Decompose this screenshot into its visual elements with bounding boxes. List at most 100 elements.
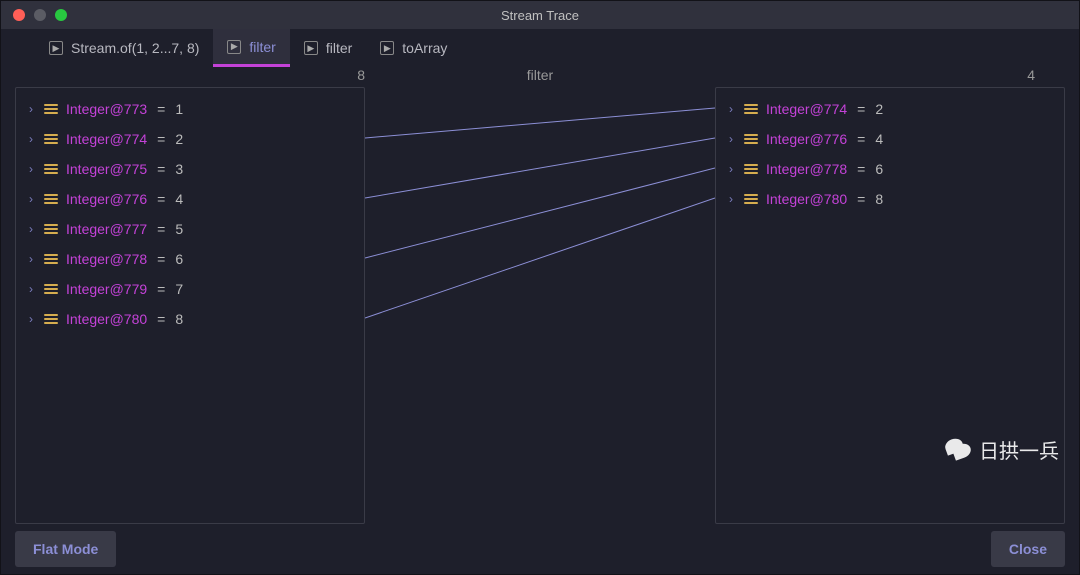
expand-chevron-icon[interactable]: › [26, 282, 36, 296]
input-row[interactable]: › Integer@775 = 3 [16, 154, 364, 184]
object-label: Integer@780 [66, 311, 147, 327]
object-icon [44, 164, 58, 174]
object-value: 8 [175, 311, 183, 327]
right-count: 4 [705, 67, 1045, 87]
object-value: 3 [175, 161, 183, 177]
object-icon [44, 194, 58, 204]
footer: Flat Mode Close [1, 524, 1079, 574]
object-label: Integer@779 [66, 281, 147, 297]
output-row[interactable]: › Integer@778 = 6 [716, 154, 1064, 184]
object-label: Integer@776 [766, 131, 847, 147]
object-value: 1 [175, 101, 183, 117]
object-label: Integer@777 [66, 221, 147, 237]
tab-3[interactable]: ▶ toArray [366, 29, 461, 67]
object-icon [744, 104, 758, 114]
equals-sign: = [155, 161, 167, 177]
tab-label: filter [249, 39, 275, 55]
object-value: 7 [175, 281, 183, 297]
counters-row: 8 filter 4 [1, 67, 1079, 87]
object-label: Integer@778 [766, 161, 847, 177]
output-row[interactable]: › Integer@776 = 4 [716, 124, 1064, 154]
equals-sign: = [855, 161, 867, 177]
input-row[interactable]: ›Integer@774=2 [16, 124, 364, 154]
object-value: 2 [175, 131, 183, 147]
object-label: Integer@778 [66, 251, 147, 267]
step-icon: ▶ [49, 41, 63, 55]
equals-sign: = [155, 131, 167, 147]
mapping-line [365, 198, 715, 318]
object-value: 5 [175, 221, 183, 237]
object-value: 4 [175, 191, 183, 207]
output-pane: › Integer@774 = 2 › Integer@776 = 4 › Integer@778… [715, 87, 1065, 524]
expand-chevron-icon[interactable]: › [26, 102, 36, 116]
object-icon [44, 314, 58, 324]
object-icon [44, 284, 58, 294]
object-label: Integer@775 [66, 161, 147, 177]
step-icon: ▶ [304, 41, 318, 55]
object-label: Integer@774 [766, 101, 847, 117]
left-count: 8 [35, 67, 375, 87]
input-pane: ›Integer@773=1›Integer@774=2›Integer@775… [15, 87, 365, 524]
flat-mode-button[interactable]: Flat Mode [15, 531, 116, 567]
input-row[interactable]: › Integer@778 = 6 [16, 244, 364, 274]
expand-chevron-icon[interactable]: › [726, 192, 736, 206]
input-row[interactable]: ›Integer@776=4 [16, 184, 364, 214]
window: Stream Trace ▶ Stream.of(1, 2...7, 8) ▶ fil… [0, 0, 1080, 575]
input-row[interactable]: › Integer@779 = 7 [16, 274, 364, 304]
step-icon: ▶ [380, 41, 394, 55]
object-value: 2 [875, 101, 883, 117]
expand-chevron-icon[interactable]: › [26, 132, 36, 146]
equals-sign: = [155, 221, 167, 237]
mapping-lines [365, 87, 715, 524]
mapping-line [365, 108, 715, 138]
expand-chevron-icon[interactable]: › [26, 192, 36, 206]
tab-label: toArray [402, 40, 447, 56]
expand-chevron-icon[interactable]: › [26, 162, 36, 176]
tab-2[interactable]: ▶ filter [290, 29, 366, 67]
equals-sign: = [155, 311, 167, 327]
window-title: Stream Trace [1, 8, 1079, 23]
output-row[interactable]: › Integer@780 = 8 [716, 184, 1064, 214]
input-row[interactable]: › Integer@780 = 8 [16, 304, 364, 334]
equals-sign: = [155, 251, 167, 267]
equals-sign: = [155, 191, 167, 207]
tab-0[interactable]: ▶ Stream.of(1, 2...7, 8) [35, 29, 213, 67]
equals-sign: = [855, 131, 867, 147]
object-value: 6 [175, 251, 183, 267]
input-row[interactable]: ›Integer@773=1 [16, 94, 364, 124]
object-icon [44, 134, 58, 144]
object-icon [44, 254, 58, 264]
close-window-icon[interactable] [13, 9, 25, 21]
equals-sign: = [155, 281, 167, 297]
stream-tabs: ▶ Stream.of(1, 2...7, 8) ▶ filter ▶ filter ▶ to… [1, 29, 1079, 67]
object-icon [744, 134, 758, 144]
tab-label: filter [326, 40, 352, 56]
zoom-window-icon[interactable] [55, 9, 67, 21]
object-value: 4 [875, 131, 883, 147]
close-button[interactable]: Close [991, 531, 1065, 567]
expand-chevron-icon[interactable]: › [726, 132, 736, 146]
input-row[interactable]: › Integer@777 = 5 [16, 214, 364, 244]
traffic-lights [1, 9, 67, 21]
expand-chevron-icon[interactable]: › [26, 252, 36, 266]
expand-chevron-icon[interactable]: › [726, 102, 736, 116]
tab-label: Stream.of(1, 2...7, 8) [71, 40, 199, 56]
object-icon [744, 164, 758, 174]
minimize-window-icon[interactable] [34, 9, 46, 21]
object-value: 6 [875, 161, 883, 177]
step-icon: ▶ [227, 40, 241, 54]
expand-chevron-icon[interactable]: › [726, 162, 736, 176]
equals-sign: = [155, 101, 167, 117]
output-row[interactable]: › Integer@774 = 2 [716, 94, 1064, 124]
tab-1[interactable]: ▶ filter [213, 29, 289, 67]
expand-chevron-icon[interactable]: › [26, 312, 36, 326]
object-label: Integer@780 [766, 191, 847, 207]
object-value: 8 [875, 191, 883, 207]
object-icon [44, 104, 58, 114]
equals-sign: = [855, 101, 867, 117]
stage-label: filter [375, 67, 705, 87]
expand-chevron-icon[interactable]: › [26, 222, 36, 236]
equals-sign: = [855, 191, 867, 207]
mapping-line [365, 138, 715, 198]
content-area: ›Integer@773=1›Integer@774=2›Integer@775… [1, 87, 1079, 524]
